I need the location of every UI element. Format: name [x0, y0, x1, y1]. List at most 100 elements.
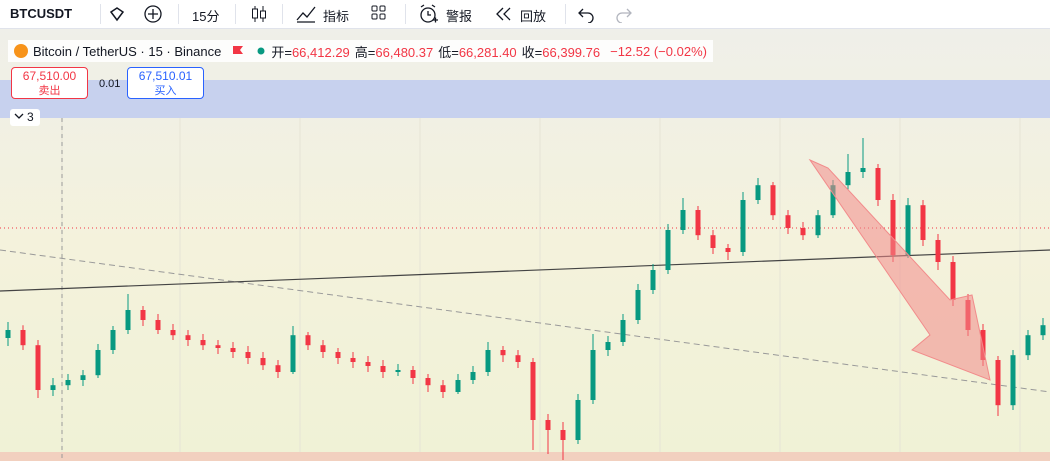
candle-body [560, 430, 566, 440]
ohlc-label: 低= [438, 44, 459, 60]
ohlc-values: 开=66,412.29 高=66,480.37 低=66,281.40 收=66,39… [271, 42, 605, 61]
candle-body [710, 235, 716, 248]
candle-body [155, 320, 161, 330]
candle-body [410, 370, 416, 378]
candle-body [860, 168, 866, 172]
candle-body [275, 365, 281, 372]
quantity[interactable]: 0.01 [99, 78, 121, 90]
candle-body [350, 358, 356, 362]
zone-band [0, 452, 1050, 461]
candle-body [365, 362, 371, 366]
candle-body [395, 370, 401, 372]
arrow-drawing [808, 158, 991, 381]
candle-body [305, 335, 311, 346]
candle-body [470, 372, 476, 380]
candle-body [935, 240, 941, 262]
collapse-indicators[interactable]: 3 [10, 109, 40, 126]
candle-body [80, 375, 86, 380]
sell-label: 卖出 [38, 85, 61, 97]
indicator-count: 3 [27, 110, 34, 124]
candle-body [905, 205, 911, 256]
candle-body [815, 215, 821, 236]
candle-body [530, 362, 536, 420]
candle-body [50, 385, 56, 390]
redo-icon[interactable] [615, 5, 633, 23]
candle-body [1025, 335, 1031, 356]
ohlc-label: 收= [521, 44, 543, 60]
alert-icon[interactable] [418, 3, 440, 25]
sell-button[interactable]: 67,510.00 卖出 [11, 67, 88, 99]
candle-body [725, 248, 731, 252]
candle-body [5, 330, 11, 338]
ohlc-value: 66,399.76 [542, 44, 601, 60]
candle-body [515, 355, 521, 362]
candle-body [770, 185, 776, 216]
candle-body [950, 262, 956, 300]
candle-body [695, 210, 701, 236]
favorite-icon[interactable] [108, 5, 126, 23]
undo-icon[interactable] [577, 5, 595, 23]
candle-body [890, 200, 896, 256]
interval[interactable]: 15分 [192, 9, 220, 24]
candle-body [245, 352, 251, 358]
candle-body [1010, 355, 1016, 406]
candle-body [620, 320, 626, 342]
ohlc-label: 开= [271, 44, 292, 60]
flag-icon[interactable] [231, 44, 245, 58]
candle-body [65, 380, 71, 386]
candle-body [635, 290, 641, 320]
candle-body [125, 310, 131, 330]
replay-button[interactable]: 回放 [520, 9, 547, 24]
candle-body [605, 342, 611, 350]
candle-body [200, 340, 206, 346]
candle-body [785, 215, 791, 228]
candle-body [335, 352, 341, 358]
candle-body [230, 348, 236, 352]
toolbar: BTCUSDT 15分 指标 警报 回放 [0, 0, 1050, 29]
candle-body [455, 380, 461, 392]
candle-body [995, 360, 1001, 406]
ohlc-value: 66,281.40 [458, 44, 517, 60]
replay-icon[interactable] [494, 5, 514, 23]
candle-body [485, 350, 491, 372]
candle-body [680, 210, 686, 230]
candle-body [665, 230, 671, 270]
layout-icon[interactable] [370, 4, 388, 22]
candle-body [575, 400, 581, 440]
candle-body [35, 345, 41, 390]
add-icon[interactable] [143, 4, 163, 24]
ohlc-label: 高= [354, 44, 376, 60]
alert-button[interactable]: 警报 [446, 9, 473, 24]
candle-body [740, 200, 746, 252]
candle-body [440, 385, 446, 392]
candle-body [95, 350, 101, 376]
status-dot [257, 47, 265, 55]
candle-body [185, 335, 191, 340]
trend-line [0, 249, 1050, 292]
candle-body [290, 335, 296, 372]
buy-button[interactable]: 67,510.01 买入 [127, 67, 204, 99]
coin-icon [14, 44, 28, 58]
candle-body [590, 350, 596, 400]
candle-body [545, 420, 551, 430]
candle-body [920, 205, 926, 240]
candle-body [110, 330, 116, 350]
change: −12.52 (−0.02%) [610, 43, 707, 59]
symbol[interactable]: BTCUSDT [10, 6, 73, 21]
candle-body [800, 228, 806, 236]
chevron-icon [14, 113, 24, 119]
candle-body [320, 345, 326, 352]
candle-body [755, 185, 761, 200]
legend: Bitcoin / TetherUS · 15 · Binance 开=66,4… [8, 40, 713, 62]
candle-body [845, 172, 851, 186]
candle-body [500, 350, 506, 356]
candle-body [425, 378, 431, 386]
chart-type-icon[interactable] [250, 4, 268, 24]
buy-price: 67,510.01 [138, 69, 193, 83]
candle-body [140, 310, 146, 320]
candle-body [170, 330, 176, 336]
indicators-icon[interactable] [295, 4, 317, 24]
indicators-button[interactable]: 指标 [323, 9, 350, 24]
